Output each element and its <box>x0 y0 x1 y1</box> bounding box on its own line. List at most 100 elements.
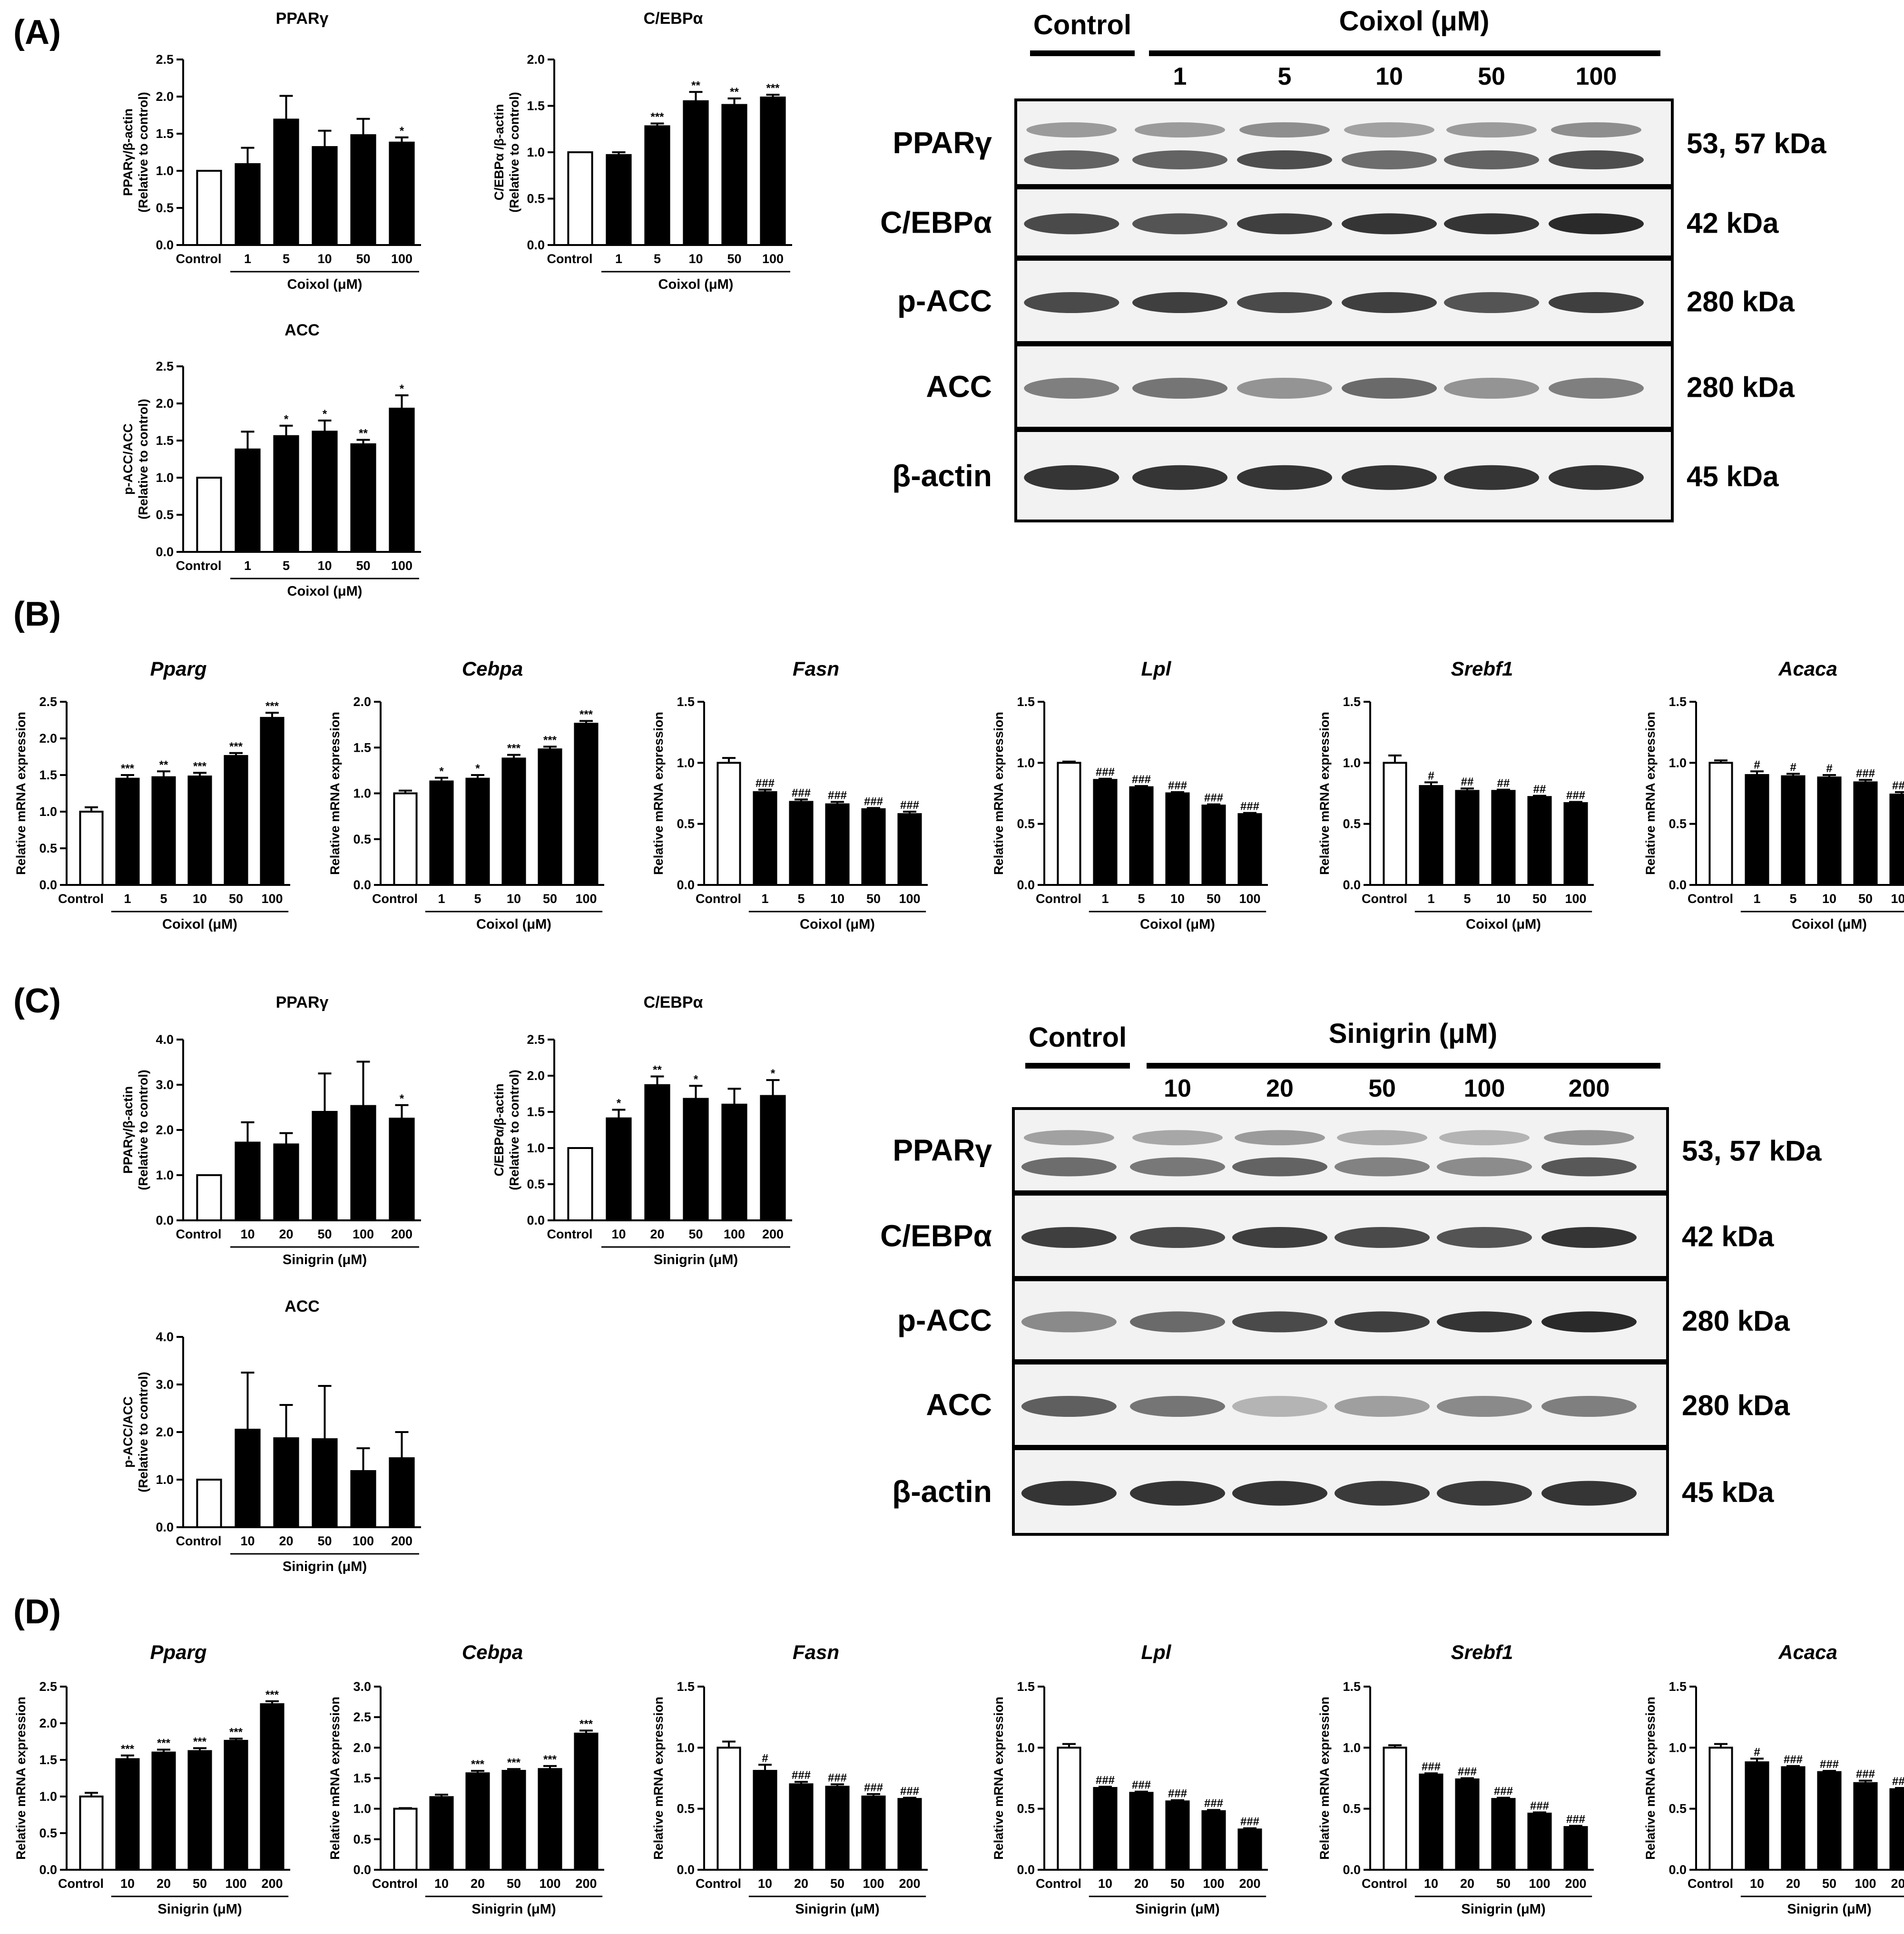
bar-100 <box>1201 1810 1226 1871</box>
y-tick-label: 2.5 <box>39 1679 57 1694</box>
y-tick-label: 1.0 <box>353 1802 371 1816</box>
y-tick-label: 1.5 <box>1343 695 1361 709</box>
bar-100 <box>861 1796 886 1871</box>
x-tick-label: 50 <box>229 892 243 906</box>
bar-1 <box>235 163 261 246</box>
bar-50 <box>501 1770 526 1871</box>
blot-band <box>1551 122 1641 137</box>
bar-control <box>716 762 741 886</box>
significance-mark: ### <box>828 789 847 802</box>
x-tick-label: 100 <box>261 892 283 906</box>
bar-100 <box>760 96 786 246</box>
blot-band <box>1132 213 1227 235</box>
y-tick-label: 0.5 <box>156 201 174 215</box>
x-tick-label: 1 <box>615 252 622 266</box>
chart-d4: Lpl 0.0 0.5 1.0 1.5 Relative mRNA expression C… <box>991 1641 1268 1917</box>
significance-mark: # <box>1754 758 1760 771</box>
blot-kda-label: 53, 57 kDa <box>1687 128 1826 159</box>
x-tick-label: 200 <box>1565 1876 1586 1891</box>
bar-200 <box>1563 1826 1588 1871</box>
x-tick-label: 100 <box>1855 1876 1876 1891</box>
y-tick-label: 1.0 <box>39 805 57 819</box>
blot-band <box>1232 1396 1327 1417</box>
blot-protein-label: PPARγ <box>893 1133 992 1168</box>
x-tick-label: 200 <box>1239 1876 1260 1891</box>
bar-5 <box>789 801 814 886</box>
y-axis-label: Relative mRNA expression <box>14 1697 28 1860</box>
y-tick-label: 0.0 <box>527 238 545 252</box>
chart-b6: Acaca 0.0 0.5 1.0 1.5 Relative mRNA expressio… <box>1643 658 1904 932</box>
group-label: Coixol (μM) <box>800 917 875 932</box>
chart-title: PPARγ <box>276 10 329 28</box>
x-tick-label: 100 <box>762 252 784 266</box>
y-tick-label: 0.5 <box>1668 817 1687 831</box>
x-tick-label: 100 <box>724 1227 745 1241</box>
blot-band <box>1335 1481 1430 1506</box>
bar-control <box>1383 1747 1407 1871</box>
bar-control <box>393 792 418 886</box>
bar-100 <box>1527 1812 1552 1871</box>
blot-band <box>1232 1481 1327 1506</box>
significance-mark: ### <box>1530 1799 1549 1812</box>
significance-mark: ### <box>1458 1766 1477 1778</box>
bar-10 <box>1093 1787 1118 1871</box>
significance-mark: # <box>762 1752 768 1765</box>
blot-band <box>1239 122 1330 137</box>
x-tick-label: 50 <box>688 1227 703 1241</box>
blot-band <box>1439 1130 1530 1146</box>
chart-d3: Fasn 0.0 0.5 1.0 1.5 Relative mRNA expression… <box>651 1641 928 1917</box>
chart-title: Lpl <box>1141 1641 1172 1663</box>
blot-control-label: Control <box>1029 1022 1127 1053</box>
blot-lane-label: 200 <box>1569 1075 1610 1102</box>
blot-band <box>1024 465 1119 490</box>
chart-a2: C/EBPα 0.0 0.5 1.0 1.5 2.0 C/EBPα /β-actin(Rel… <box>492 10 792 292</box>
bar-50 <box>1817 1771 1842 1871</box>
significance-mark: ## <box>1461 776 1474 788</box>
blot-kda-label: 45 kDa <box>1682 1476 1774 1508</box>
bar-100 <box>1889 794 1904 886</box>
bar-10 <box>1419 1773 1443 1871</box>
x-tick-label: 5 <box>283 559 290 573</box>
blot-band <box>1024 213 1119 235</box>
blot-lane-label: 10 <box>1164 1075 1191 1102</box>
bar-control <box>1057 1747 1081 1871</box>
y-tick-label: 0.0 <box>1668 1863 1687 1877</box>
significance-mark: * <box>439 765 444 778</box>
blot-protein-label: p-ACC <box>897 284 992 318</box>
x-tick-label: Control <box>58 1876 104 1891</box>
bar-20 <box>273 1437 299 1528</box>
bar-50 <box>825 1786 850 1871</box>
y-tick-label: 1.5 <box>353 740 371 755</box>
bar-1 <box>1745 774 1769 886</box>
western-blot-blotA: Control Coixol (μM) 1 5 10 50 100 PPARγ 53, 57 k… <box>880 6 1826 522</box>
x-tick-label: 1 <box>124 892 131 906</box>
bar-20 <box>151 1751 176 1871</box>
bar-control <box>393 1807 418 1871</box>
blot-kda-label: 280 kDa <box>1682 1390 1790 1422</box>
blot-band <box>1237 150 1332 169</box>
y-tick-label: 0.0 <box>677 1863 695 1877</box>
blot-band <box>1444 292 1539 313</box>
x-tick-label: 200 <box>261 1876 283 1891</box>
blot-kda-label: 42 kDa <box>1682 1221 1774 1253</box>
x-tick-label: 20 <box>279 1534 293 1548</box>
significance-mark: ### <box>828 1771 847 1784</box>
blot-band <box>1541 1481 1637 1506</box>
panel-label-c: (C) <box>13 982 61 1020</box>
chart-title: C/EBPα <box>644 993 703 1011</box>
blot-band <box>1026 122 1117 137</box>
chart-title: Acaca <box>1778 658 1837 680</box>
chart-title: Cebpa <box>462 658 523 680</box>
significance-mark: # <box>1754 1746 1760 1758</box>
significance-mark: * <box>694 1073 698 1086</box>
significance-mark: ## <box>1497 777 1510 790</box>
blot-band <box>1549 378 1644 399</box>
blot-membrane <box>1012 1107 1669 1193</box>
y-tick-label: 0.5 <box>677 1802 695 1816</box>
y-tick-label: 1.5 <box>156 127 174 141</box>
blot-protein-label: C/EBPα <box>880 206 992 240</box>
x-tick-label: 50 <box>317 1534 332 1548</box>
significance-mark: *** <box>579 1718 593 1730</box>
significance-mark: * <box>323 408 327 421</box>
